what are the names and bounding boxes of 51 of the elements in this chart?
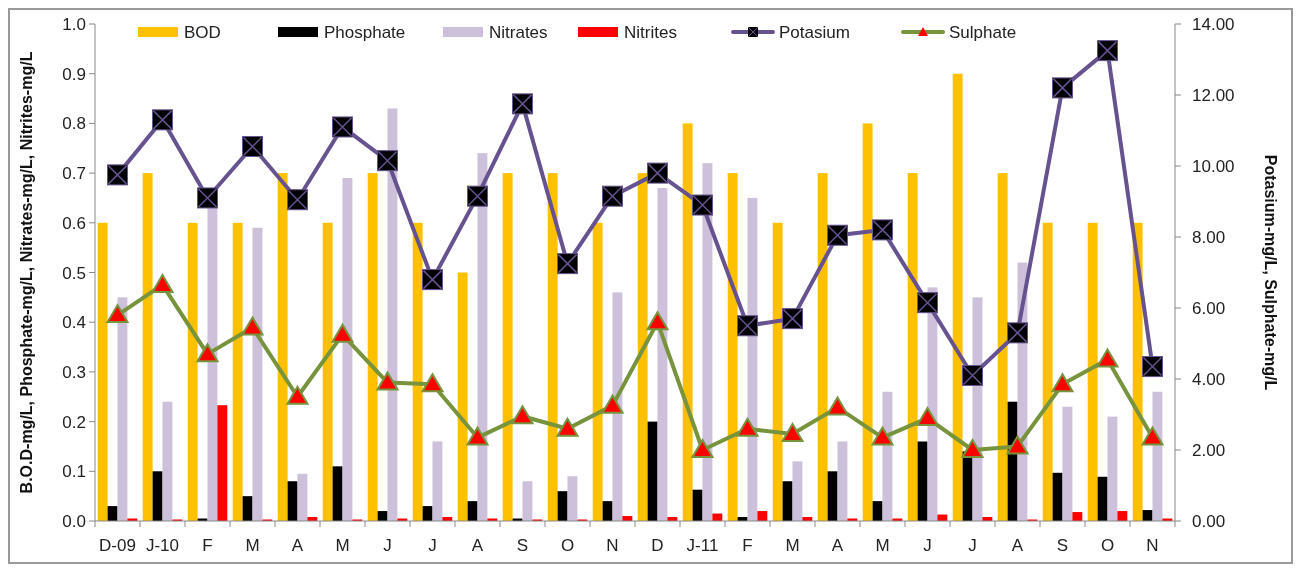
x-tick-label: A — [831, 536, 844, 555]
x-tick-label: J — [428, 536, 437, 555]
legend-label: Nitrates — [489, 23, 548, 42]
x-tick-label: J-11 — [686, 536, 719, 555]
x-tick-label: N — [606, 536, 619, 555]
y2-axis-title: Potasium-mg/L, Sulphate-mg/L — [1262, 154, 1279, 391]
legend-label: Potasium — [779, 23, 850, 42]
y-tick-label: 0.3 — [62, 362, 86, 382]
y2-tick-label: 14.00 — [1192, 15, 1235, 34]
legend-label: Phosphate — [324, 23, 406, 42]
x-tick-label: S — [516, 536, 529, 555]
legend-label: Nitrites — [624, 23, 677, 42]
x-tick-label: O — [1100, 536, 1115, 555]
legend-label: BOD — [184, 23, 221, 42]
x-tick-label: S — [1056, 536, 1069, 555]
x-tick-label: N — [1146, 536, 1159, 555]
x-tick-label: J — [923, 536, 932, 555]
y-tick-label: 0.5 — [62, 263, 86, 283]
y-tick-label: 0.7 — [62, 164, 86, 184]
x-tick-label: O — [560, 536, 575, 555]
y-tick-label: 0.6 — [62, 213, 86, 233]
y-tick-label: 0.8 — [62, 114, 86, 134]
x-tick-label: A — [291, 536, 304, 555]
x-tick-label: A — [1011, 536, 1024, 555]
y-tick-label: 0.1 — [62, 462, 86, 482]
y2-tick-label: 12.00 — [1192, 86, 1235, 105]
y2-tick-label: 6.00 — [1192, 299, 1226, 318]
y2-tick-label: 8.00 — [1192, 228, 1226, 247]
y-tick-label: 0.2 — [62, 412, 86, 432]
x-tick-label: F — [202, 536, 213, 555]
legend-label: Sulphate — [949, 23, 1017, 42]
x-tick-label: M — [785, 536, 800, 555]
y2-tick-label: 2.00 — [1192, 441, 1226, 460]
x-tick-label: J — [968, 536, 977, 555]
x-tick-label: D-09 — [99, 536, 136, 555]
y-tick-label: 0.0 — [62, 512, 86, 531]
x-tick-label: M — [245, 536, 260, 555]
y2-tick-label: 0.00 — [1192, 512, 1226, 531]
x-tick-label: A — [471, 536, 484, 555]
x-tick-label: D — [651, 536, 664, 555]
y-axis-title: B.O.D-mg/L, Phosphate-mg/L, Nitrates-mg/L, Nitrites-mg/L — [18, 51, 35, 494]
y-tick-label: 0.9 — [62, 64, 86, 84]
y2-tick-label: 10.00 — [1192, 157, 1235, 176]
x-tick-label: J-10 — [145, 536, 180, 555]
x-tick-label: F — [742, 536, 753, 555]
x-tick-label: M — [335, 536, 350, 555]
y2-tick-label: 4.00 — [1192, 370, 1226, 389]
x-tick-label: J — [383, 536, 392, 555]
y-tick-label: 1.0 — [62, 15, 86, 34]
y-tick-label: 0.4 — [62, 313, 86, 333]
x-tick-label: M — [875, 536, 890, 555]
